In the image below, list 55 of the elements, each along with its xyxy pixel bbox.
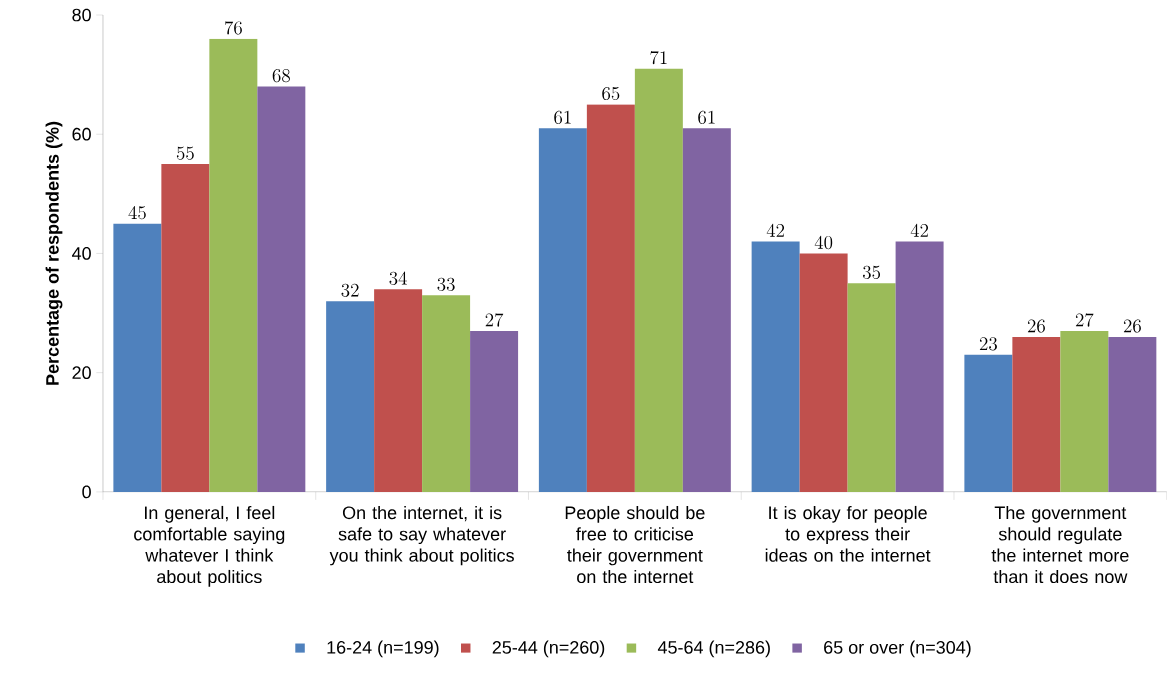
data-label: 27 xyxy=(485,313,504,327)
legend-label: 45-64 (n=286) xyxy=(657,640,770,658)
bar xyxy=(161,164,210,492)
data-label: 68 xyxy=(272,69,290,83)
bar xyxy=(586,104,635,492)
legend-label: 25-44 (n=260) xyxy=(492,640,605,658)
y-tick-label: 60 xyxy=(72,127,91,141)
legend-label: 16-24 (n=199) xyxy=(327,640,439,658)
data-label: 34 xyxy=(389,271,407,285)
bar xyxy=(799,253,848,492)
bar xyxy=(1060,331,1109,492)
data-label: 45 xyxy=(128,206,146,220)
x-tick-label: On the internet, it is safe to say whatever you think about politics xyxy=(329,506,514,566)
bar xyxy=(257,86,306,492)
bar xyxy=(113,223,162,492)
bar xyxy=(538,128,587,492)
data-label: 61 xyxy=(698,110,715,125)
data-label: 23 xyxy=(979,337,997,351)
data-label: 42 xyxy=(766,223,785,237)
bar xyxy=(682,128,731,492)
y-axis-title: Percentage of respondents (%) xyxy=(45,121,63,385)
bar xyxy=(470,331,519,492)
data-label: 32 xyxy=(341,283,359,297)
data-label: 33 xyxy=(437,277,455,291)
data-label: 40 xyxy=(814,235,833,250)
bar xyxy=(326,301,375,492)
legend-label: 65 or over (n=304) xyxy=(824,640,971,658)
y-tick-label: 0 xyxy=(82,485,91,499)
x-tick-label: The government should regulate the internet more than it does now xyxy=(991,506,1129,584)
data-label: 65 xyxy=(602,87,620,101)
bar xyxy=(847,283,896,492)
bar xyxy=(964,354,1013,492)
y-tick-label: 40 xyxy=(72,247,91,260)
data-label: 71 xyxy=(650,51,667,65)
bar xyxy=(1012,336,1061,492)
x-tick-label: People should be free to criticise their government on the internet xyxy=(565,506,705,584)
data-label: 61 xyxy=(554,110,571,125)
x-tick-label: It is okay for people to express their ideas on the internet xyxy=(765,506,931,562)
data-label: 55 xyxy=(176,146,194,160)
y-tick-label: 80 xyxy=(72,8,91,22)
x-tick-label: In general, I feel comfortable saying whatever I think about politics xyxy=(134,506,285,587)
bar xyxy=(209,38,258,492)
data-label: 76 xyxy=(225,21,242,35)
bar xyxy=(751,241,800,492)
y-tick-label: 20 xyxy=(72,366,91,380)
data-label: 26 xyxy=(1027,319,1045,333)
bar xyxy=(1108,336,1157,492)
bar xyxy=(634,68,683,492)
bar xyxy=(374,289,423,492)
data-label: 42 xyxy=(910,223,929,237)
data-label: 35 xyxy=(863,265,881,280)
data-label: 27 xyxy=(1075,313,1094,327)
bar xyxy=(422,295,471,492)
bar xyxy=(895,241,944,492)
data-label: 26 xyxy=(1123,319,1141,333)
